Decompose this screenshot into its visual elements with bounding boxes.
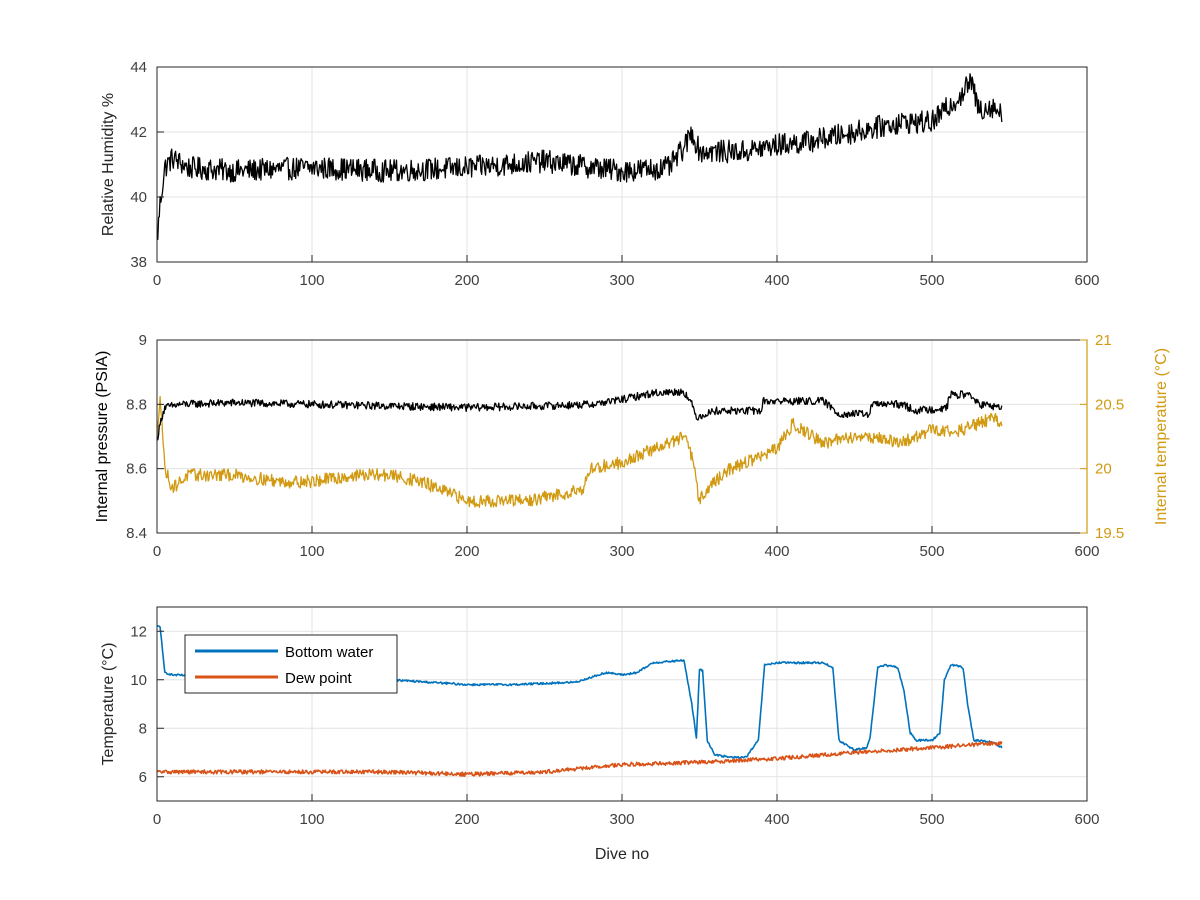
humidity-xtick-label-300: 300 xyxy=(609,272,634,289)
temperature-xtick-label-200: 200 xyxy=(454,811,479,828)
legend-label-dew-point: Dew point xyxy=(285,670,353,687)
temperature-ytick-label-6: 6 xyxy=(139,769,147,786)
temperature-xtick-label-600: 600 xyxy=(1074,811,1099,828)
legend-box xyxy=(184,634,398,694)
pressure-xtick-label-100: 100 xyxy=(299,543,324,560)
temperature-ytick-label-12: 12 xyxy=(130,623,147,640)
temperature-legend: Bottom water Dew point xyxy=(184,634,398,694)
humidity-ytick-label-44: 44 xyxy=(130,59,147,76)
pressure-y2tick-label-20.5: 20.5 xyxy=(1095,396,1124,413)
temperature-series-1-line xyxy=(156,740,1003,778)
pressure-temperature-panel: 0 100 200 300 400 500 600 8.4 8.6 8.8 9 19.5 20 20.5 2… xyxy=(94,332,1170,560)
humidity-y-axis-label: Relative Humidity % xyxy=(100,93,117,236)
pressure-series-0-line xyxy=(156,388,1003,441)
pressure-xtick-label-400: 400 xyxy=(764,543,789,560)
temperature-xtick-label-100: 100 xyxy=(299,811,324,828)
legend-label-bottom-water: Bottom water xyxy=(285,644,373,661)
pressure-y2tick-label-19.5: 19.5 xyxy=(1095,525,1124,542)
temperature-xtick-label-500: 500 xyxy=(919,811,944,828)
pressure-y2tick-label-21: 21 xyxy=(1095,332,1112,349)
humidity-xtick-label-400: 400 xyxy=(764,272,789,289)
humidity-ytick-label-38: 38 xyxy=(130,254,147,271)
pressure-xtick-label-0: 0 xyxy=(153,543,161,560)
pressure-xtick-label-500: 500 xyxy=(919,543,944,560)
pressure-xtick-label-200: 200 xyxy=(454,543,479,560)
pressure-ytick-label-9: 9 xyxy=(139,332,147,349)
humidity-ticks: 0 100 200 300 400 500 600 38 40 42 44 xyxy=(130,59,1099,289)
humidity-ytick-label-40: 40 xyxy=(130,189,147,206)
temperature-xtick-label-300: 300 xyxy=(609,811,634,828)
temperature-ytick-label-8: 8 xyxy=(139,720,147,737)
humidity-panel: 0 100 200 300 400 500 600 38 40 42 44 Relative Hum… xyxy=(100,59,1100,289)
humidity-xtick-label-600: 600 xyxy=(1074,272,1099,289)
humidity-xtick-label-100: 100 xyxy=(299,272,324,289)
pressure-xtick-label-600: 600 xyxy=(1074,543,1099,560)
humidity-xtick-label-200: 200 xyxy=(454,272,479,289)
temperature-y-axis-label: Temperature (°C) xyxy=(100,643,117,766)
humidity-series xyxy=(156,73,1003,241)
pressure-ytick-label-8.6: 8.6 xyxy=(126,461,147,478)
humidity-xtick-label-500: 500 xyxy=(919,272,944,289)
humidity-ytick-label-42: 42 xyxy=(130,124,147,141)
temperature-xtick-label-400: 400 xyxy=(764,811,789,828)
pressure-ytick-label-8.8: 8.8 xyxy=(126,396,147,413)
x-axis-label: Dive no xyxy=(595,846,649,863)
temperature-ticks: 0 100 200 300 400 500 600 6 8 10 12 xyxy=(130,623,1099,828)
pressure-ytick-label-8.4: 8.4 xyxy=(126,525,147,542)
pressure-temperature-series xyxy=(156,388,1003,508)
pressure-xtick-label-300: 300 xyxy=(609,543,634,560)
pressure-y-axis-label: Internal pressure (PSIA) xyxy=(94,351,111,523)
pressure-y2tick-label-20: 20 xyxy=(1095,461,1112,478)
humidity-series-0-line xyxy=(156,73,1003,241)
pressure-series-1-line xyxy=(156,395,1003,508)
internal-temperature-y-axis-label: Internal temperature (°C) xyxy=(1153,348,1170,525)
pressure-ticks: 0 100 200 300 400 500 600 8.4 8.6 8.8 9 19.5 20 20.5 2… xyxy=(126,332,1124,560)
temperature-ytick-label-10: 10 xyxy=(130,672,147,689)
temperature-xtick-label-0: 0 xyxy=(153,811,161,828)
temperature-panel: 0 100 200 300 400 500 600 6 8 10 12 Temperature (°… xyxy=(100,606,1100,863)
humidity-xtick-label-0: 0 xyxy=(153,272,161,289)
